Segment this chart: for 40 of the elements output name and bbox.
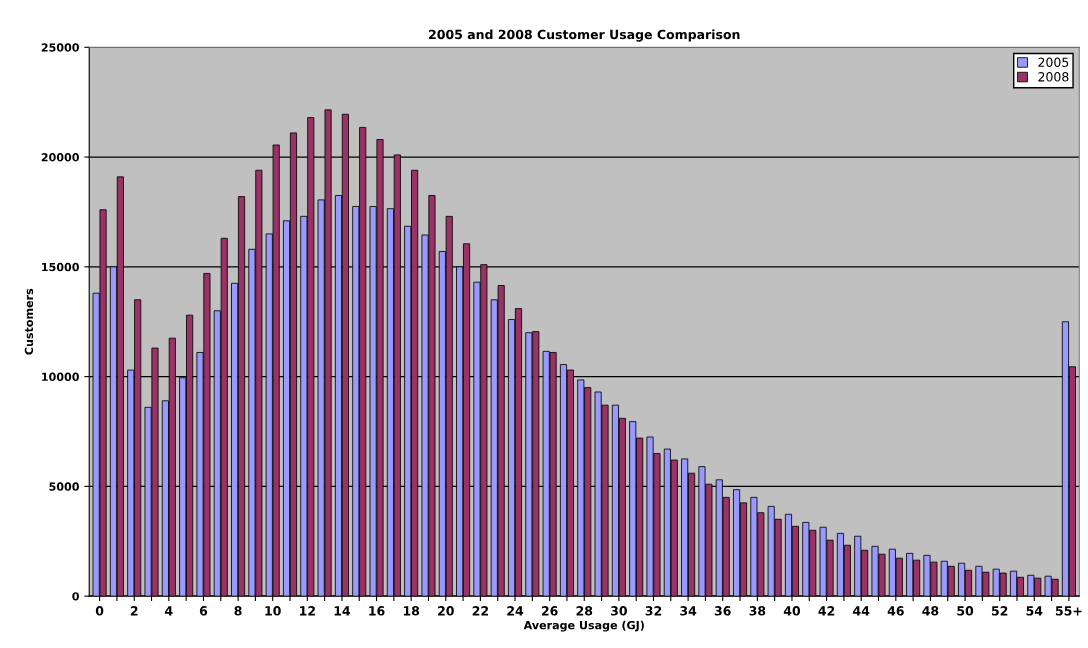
y-tick-label: 10000 (42, 372, 79, 381)
y-tick-label: 25000 (41, 43, 79, 52)
x-tick-label: 48 (922, 606, 939, 616)
y-tick-label: 0 (72, 592, 79, 601)
x-tick-label: 12 (300, 606, 315, 616)
legend-label: 2008 (1038, 72, 1069, 82)
x-tick-label: 44 (853, 606, 870, 616)
x-tick-label: 2 (130, 606, 138, 616)
x-tick-label: 16 (369, 606, 385, 616)
x-tick-label: 55+ (1055, 606, 1082, 616)
x-tick-label: 4 (165, 606, 173, 616)
x-axis-title: Average Usage (GJ) (523, 620, 644, 632)
x-tick-label: 54 (1026, 606, 1043, 616)
chart-title: 2005 and 2008 Customer Usage Comparison (429, 29, 740, 42)
x-tick-label: 26 (541, 606, 558, 616)
x-tick-label: 50 (957, 606, 974, 616)
y-axis-title: Customers (24, 288, 34, 355)
x-tick-label: 8 (234, 606, 242, 616)
x-tick-label: 28 (576, 606, 593, 616)
x-tick-label: 20 (438, 606, 454, 616)
x-tick-label: 34 (680, 606, 697, 616)
x-tick-label: 14 (334, 606, 351, 616)
x-tick-label: 10 (265, 606, 281, 616)
y-tick-label: 5000 (49, 482, 79, 491)
legend-label: 2005 (1038, 57, 1069, 67)
x-tick-label: 42 (818, 606, 835, 616)
x-tick-label: 0 (95, 606, 104, 616)
y-tick-label: 15000 (42, 262, 79, 272)
y-tick-label: 20000 (41, 153, 79, 162)
x-tick-label: 22 (472, 606, 489, 616)
x-tick-label: 24 (507, 606, 524, 616)
x-tick-label: 6 (199, 606, 208, 616)
x-tick-label: 36 (714, 606, 731, 616)
x-tick-label: 38 (749, 606, 766, 616)
x-tick-label: 40 (783, 606, 801, 616)
x-tick-label: 18 (403, 606, 420, 616)
x-tick-label: 30 (611, 606, 627, 616)
x-tick-label: 32 (645, 606, 662, 616)
x-tick-label: 46 (887, 606, 904, 616)
x-tick-label: 52 (991, 606, 1008, 616)
